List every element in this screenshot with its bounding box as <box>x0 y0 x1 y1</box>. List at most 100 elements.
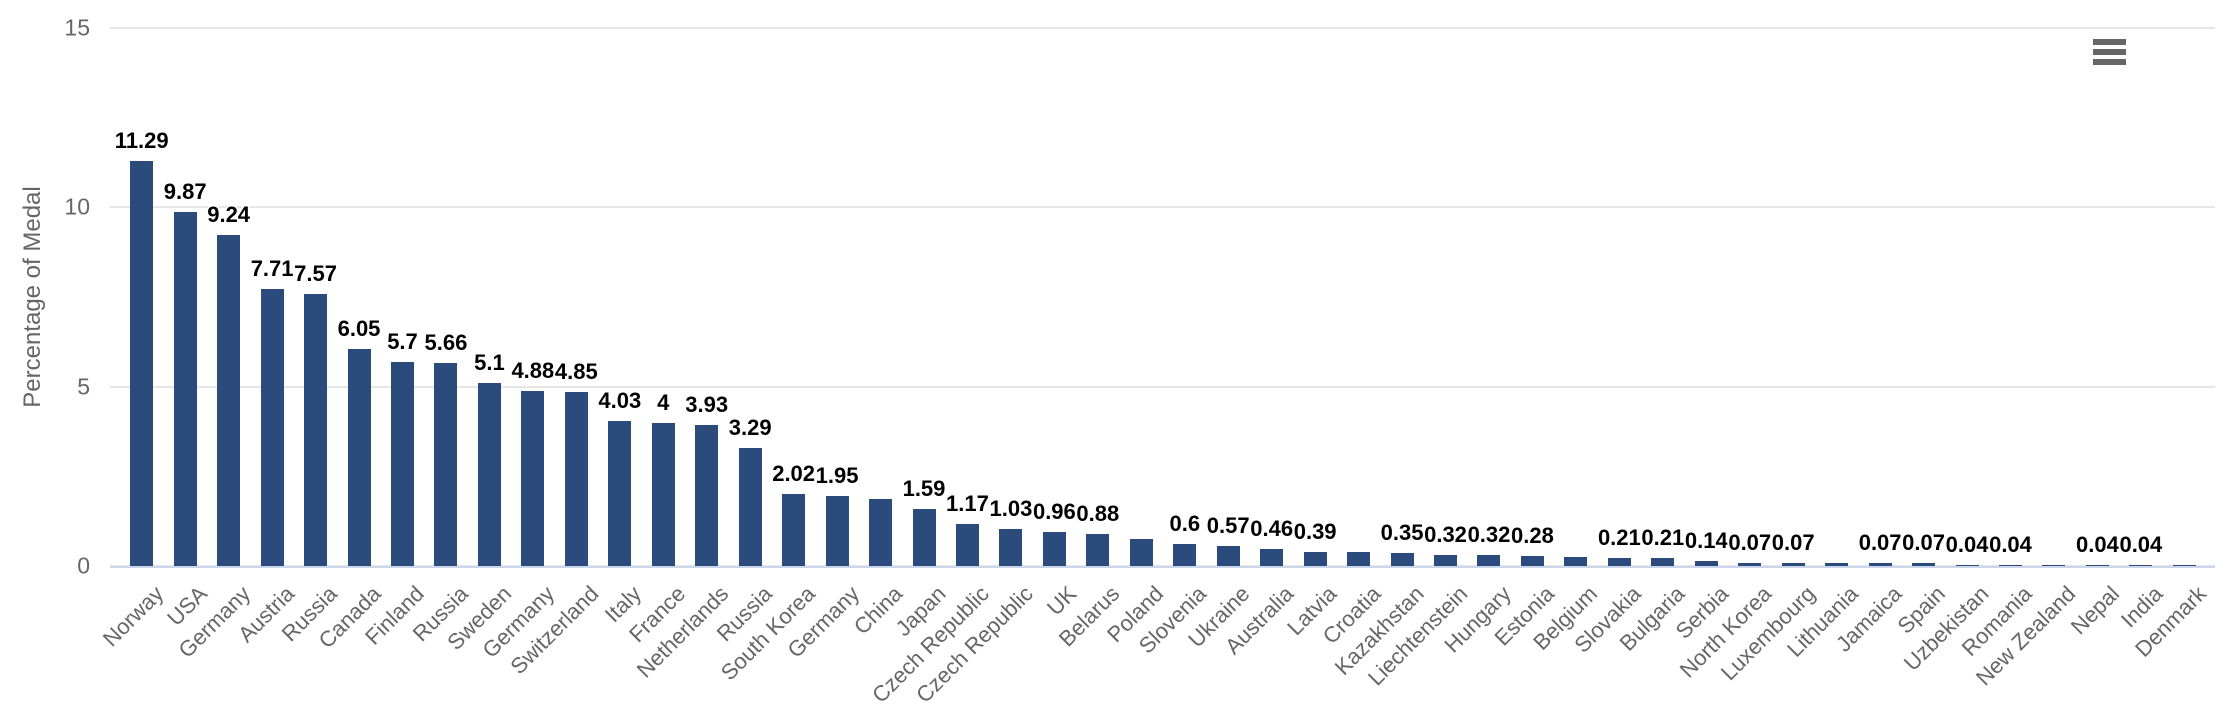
bar[interactable] <box>825 496 849 566</box>
bar-value-label: 6.05 <box>337 316 381 341</box>
hamburger-menu-icon <box>2092 39 2126 65</box>
chart-context-menu-button[interactable] <box>2083 28 2135 76</box>
x-axis-line <box>110 566 2215 568</box>
bar-value-label: 11.29 <box>114 128 169 153</box>
y-axis-tick-label: 0 <box>77 552 90 579</box>
bar-value-label: 0.04 <box>2076 532 2119 557</box>
bar-value-label: 0.28 <box>1511 523 1554 548</box>
bar-value-label: 0.32 <box>1424 522 1467 547</box>
bar[interactable] <box>260 289 284 566</box>
bar-value-label: 0.6 <box>1169 511 1201 536</box>
bar-value-label: 0.21 <box>1641 525 1685 550</box>
bar[interactable] <box>2085 565 2109 566</box>
x-axis-label: Nepal <box>2065 581 2125 640</box>
bar-value-label: 4 <box>657 390 670 415</box>
bar-value-label: 5.1 <box>474 350 505 375</box>
bar[interactable] <box>1303 552 1327 566</box>
bar[interactable] <box>1694 561 1718 566</box>
bar[interactable] <box>477 383 501 566</box>
y-axis-tick-label: 15 <box>64 14 90 41</box>
bar-value-label: 0.07 <box>1902 530 1945 555</box>
bar-value-label: 0.04 <box>2119 532 2163 557</box>
bar-value-label: 5.66 <box>424 330 468 355</box>
bar[interactable] <box>1955 565 1979 566</box>
bar-value-label: 0.04 <box>1989 532 2032 557</box>
bar[interactable] <box>869 499 893 566</box>
gridline <box>110 385 2215 388</box>
bar[interactable] <box>912 509 936 566</box>
bar-value-label: 0.04 <box>1945 532 1989 557</box>
bar[interactable] <box>1564 557 1588 566</box>
bar-value-label: 0.88 <box>1076 501 1120 526</box>
bar[interactable] <box>1825 563 1849 566</box>
bar[interactable] <box>1999 565 2022 566</box>
bar[interactable] <box>347 349 371 566</box>
bar[interactable] <box>2042 565 2066 566</box>
bar[interactable] <box>1738 563 1762 566</box>
bar[interactable] <box>608 421 632 566</box>
bar[interactable] <box>1868 563 1892 566</box>
bar-value-label: 4.85 <box>554 359 598 384</box>
bar-value-label: 1.95 <box>815 463 859 488</box>
bar[interactable] <box>130 161 154 566</box>
bar-value-label: 0.07 <box>1771 530 1815 555</box>
bar-value-label: 9.24 <box>207 202 251 227</box>
bar[interactable] <box>1260 549 1284 566</box>
bar[interactable] <box>1042 532 1066 566</box>
gridline <box>110 26 2215 29</box>
bar[interactable] <box>304 294 328 566</box>
bar[interactable] <box>1347 552 1371 566</box>
bar[interactable] <box>1651 558 1675 566</box>
bar[interactable] <box>695 425 719 566</box>
bar-value-label: 2.02 <box>772 461 816 486</box>
bar-value-label: 0.21 <box>1597 525 1641 550</box>
bar[interactable] <box>2172 565 2196 566</box>
bar[interactable] <box>1912 563 1936 566</box>
bar[interactable] <box>738 448 762 566</box>
bar[interactable] <box>521 391 545 566</box>
bar-value-label: 7.57 <box>294 261 337 286</box>
bar-value-label: 3.29 <box>728 415 772 440</box>
y-axis-tick-label: 10 <box>64 193 90 220</box>
bar[interactable] <box>173 212 197 566</box>
bar[interactable] <box>1129 539 1153 566</box>
bar[interactable] <box>1216 546 1240 566</box>
bar-value-label: 3.93 <box>685 392 729 417</box>
bar[interactable] <box>434 363 458 566</box>
bar-value-label: 1.59 <box>902 476 946 501</box>
bar-value-label: 1.03 <box>989 496 1033 521</box>
bar[interactable] <box>2129 565 2153 566</box>
bar-value-label: 0.96 <box>1032 499 1076 524</box>
bar[interactable] <box>955 524 979 566</box>
bar-value-label: 0.07 <box>1858 530 1902 555</box>
bar[interactable] <box>1607 558 1631 566</box>
bar-value-label: 0.32 <box>1467 522 1511 547</box>
bar-value-label: 4.03 <box>598 388 642 413</box>
bar-value-label: 4.88 <box>511 358 555 383</box>
bar[interactable] <box>1390 553 1414 566</box>
y-axis-tick-label: 5 <box>77 373 90 400</box>
bar[interactable] <box>651 423 675 566</box>
bar[interactable] <box>1477 555 1501 566</box>
bar[interactable] <box>1173 544 1197 566</box>
bar-value-label: 0.07 <box>1728 530 1772 555</box>
bar-value-label: 5.7 <box>387 329 418 354</box>
bar[interactable] <box>217 235 241 566</box>
bar[interactable] <box>999 529 1023 566</box>
bar-value-label: 0.14 <box>1684 528 1728 553</box>
bar[interactable] <box>1434 555 1458 566</box>
bar[interactable] <box>390 362 414 566</box>
bar-value-label: 7.71 <box>250 256 294 281</box>
x-axis-label: Norway <box>97 581 169 652</box>
bar[interactable] <box>1781 563 1805 566</box>
bar-value-label: 0.35 <box>1380 520 1424 545</box>
bar[interactable] <box>564 392 588 566</box>
bar[interactable] <box>1086 534 1110 566</box>
bar-value-label: 9.87 <box>163 179 207 204</box>
bar[interactable] <box>1520 556 1544 566</box>
bar-value-label: 0.46 <box>1250 516 1294 541</box>
bar[interactable] <box>782 494 806 566</box>
bar-value-label: 0.39 <box>1293 519 1337 544</box>
bar-value-label: 1.17 <box>946 491 989 516</box>
